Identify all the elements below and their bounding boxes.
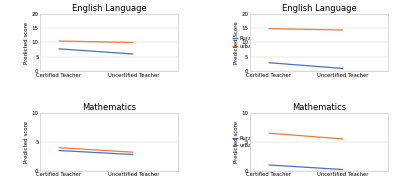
Line: private: private	[268, 29, 343, 30]
private	[341, 29, 346, 31]
Y-axis label: Predicted score: Predicted score	[24, 21, 29, 63]
urban	[131, 151, 136, 153]
Line: urban: urban	[59, 41, 133, 42]
urban	[56, 146, 61, 149]
Line: private: private	[268, 133, 343, 139]
Line: urban: urban	[59, 148, 133, 152]
Title: English Language: English Language	[72, 4, 146, 13]
Y-axis label: Predicted score: Predicted score	[234, 121, 239, 163]
Legend: Rural, urban: Rural, urban	[232, 136, 256, 148]
Title: Mathematics: Mathematics	[292, 103, 346, 112]
Line: public: public	[268, 63, 343, 68]
urban	[56, 40, 61, 42]
private	[266, 27, 271, 30]
private	[266, 132, 271, 134]
Y-axis label: Predicted Score: Predicted Score	[234, 21, 239, 64]
public	[266, 61, 271, 64]
Line: public: public	[268, 165, 343, 170]
public	[266, 164, 271, 166]
Y-axis label: Predicted score: Predicted score	[24, 121, 29, 163]
Rural	[56, 48, 61, 50]
Line: Rural: Rural	[59, 151, 133, 155]
Title: Mathematics: Mathematics	[82, 103, 136, 112]
Legend: Rural, urban: Rural, urban	[232, 36, 256, 49]
Rural	[131, 53, 136, 55]
Title: English Language: English Language	[282, 4, 356, 13]
Rural	[56, 149, 61, 152]
public	[341, 67, 346, 70]
Line: Rural: Rural	[59, 49, 133, 54]
public	[341, 168, 346, 171]
private	[341, 138, 346, 140]
urban	[131, 41, 136, 44]
Rural	[131, 153, 136, 156]
